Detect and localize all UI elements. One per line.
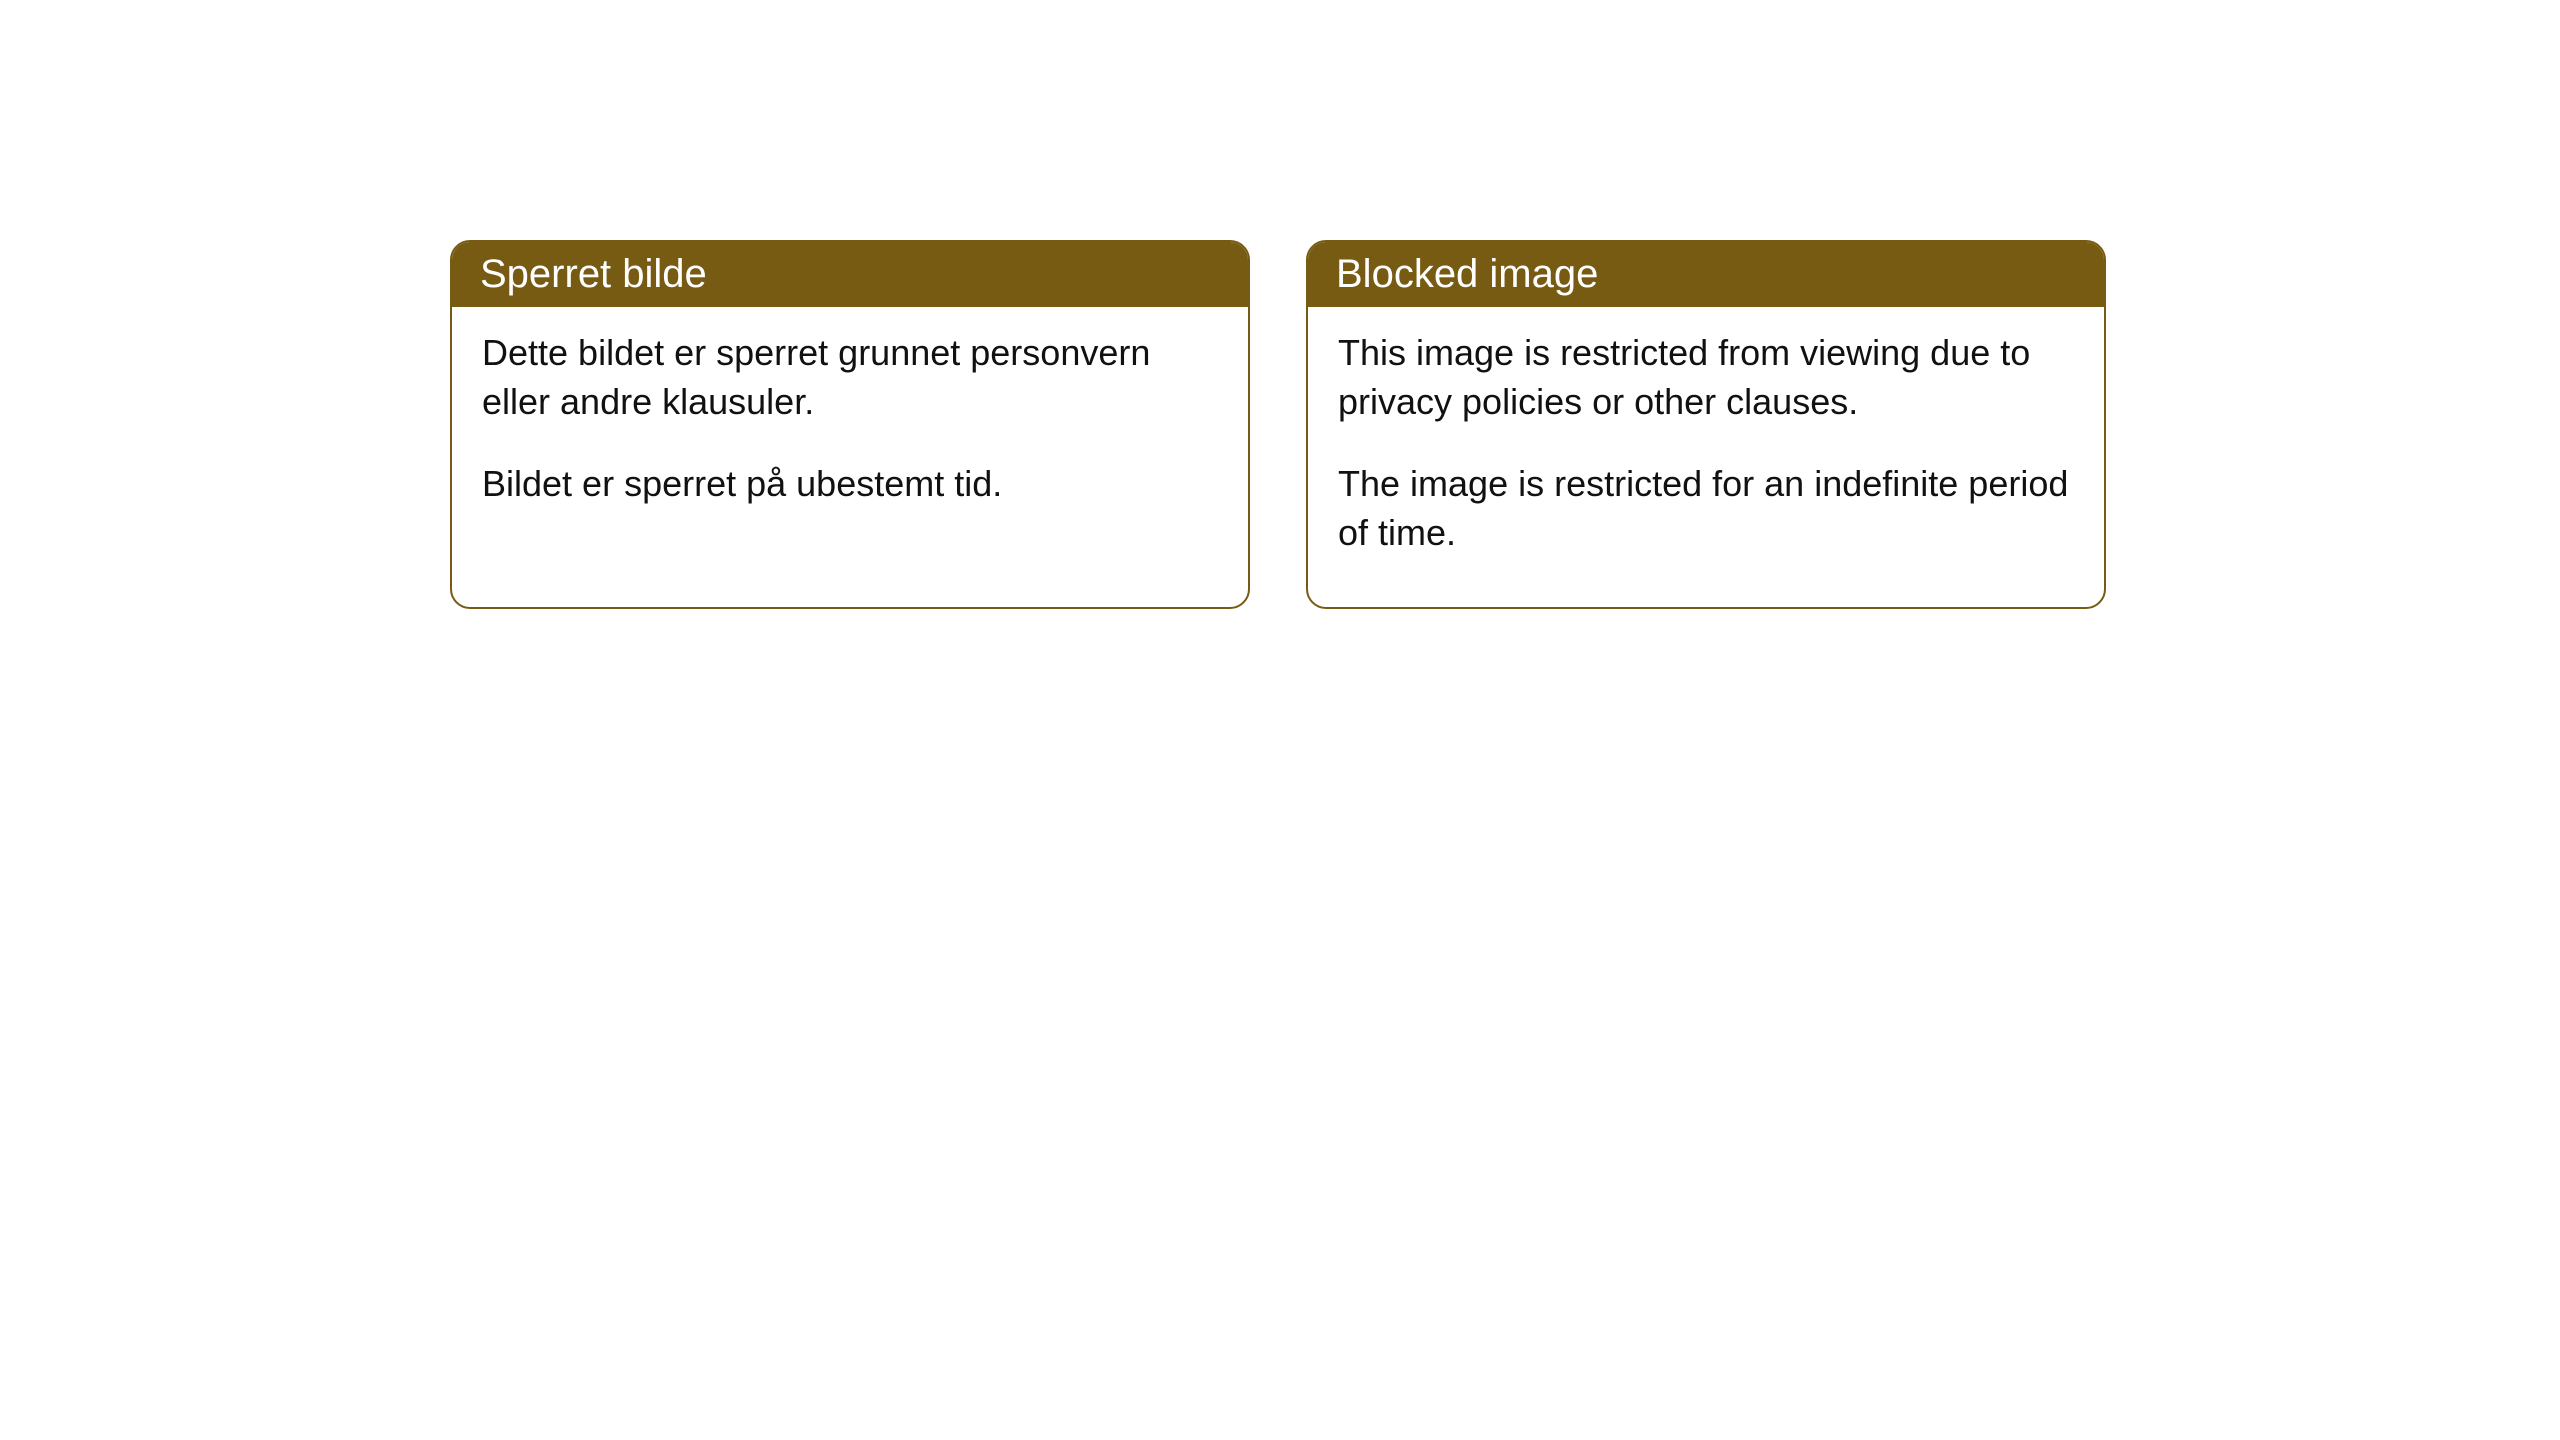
- card-header: Blocked image: [1308, 242, 2104, 307]
- card-title: Blocked image: [1336, 252, 1598, 296]
- notice-card-no: Sperret bilde Dette bildet er sperret gr…: [450, 240, 1250, 609]
- card-text-line: Dette bildet er sperret grunnet personve…: [482, 329, 1218, 426]
- card-text-line: The image is restricted for an indefinit…: [1338, 460, 2074, 557]
- card-header: Sperret bilde: [452, 242, 1248, 307]
- card-text-line: This image is restricted from viewing du…: [1338, 329, 2074, 426]
- card-title: Sperret bilde: [480, 252, 707, 296]
- notice-card-en: Blocked image This image is restricted f…: [1306, 240, 2106, 609]
- card-body: This image is restricted from viewing du…: [1308, 307, 2104, 607]
- notice-cards-row: Sperret bilde Dette bildet er sperret gr…: [450, 240, 2106, 609]
- card-text-line: Bildet er sperret på ubestemt tid.: [482, 460, 1218, 509]
- card-body: Dette bildet er sperret grunnet personve…: [452, 307, 1248, 559]
